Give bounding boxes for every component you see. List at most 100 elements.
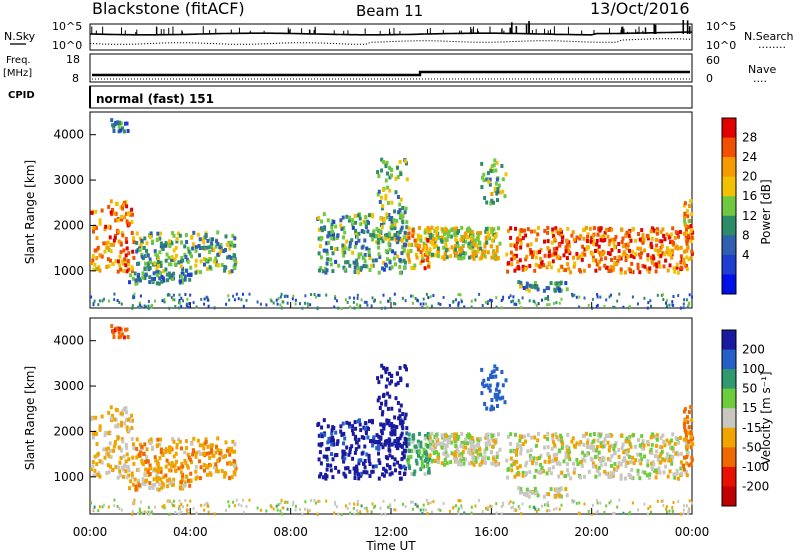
power-cell — [419, 238, 423, 243]
velocity-cell — [504, 378, 508, 383]
power-cell — [462, 251, 465, 256]
velocity-cell — [510, 506, 513, 510]
power-cell — [526, 227, 530, 232]
power-cell — [377, 228, 381, 233]
power-cell — [330, 236, 334, 241]
velocity-cell — [578, 501, 581, 505]
power-cell — [329, 233, 333, 238]
velocity-cell — [586, 440, 590, 445]
power-cell — [394, 237, 398, 242]
velocity-cell — [145, 511, 148, 515]
velocity-cell — [375, 446, 379, 451]
velocity-cell — [539, 462, 543, 467]
power-cell — [555, 301, 558, 305]
power-cell — [671, 248, 675, 253]
power-cell — [564, 249, 568, 254]
velocity-cell — [363, 459, 367, 463]
velocity-cell — [647, 475, 651, 480]
velocity-cell — [429, 501, 432, 505]
velocity-cell — [182, 505, 184, 509]
velocity-cell — [648, 472, 652, 477]
power-cell — [464, 239, 468, 244]
velocity-cell — [477, 439, 481, 444]
power-cell — [168, 244, 172, 249]
velocity-cell — [561, 441, 564, 446]
power-cell — [599, 253, 603, 257]
colorbar-tick-label: -50 — [742, 440, 762, 454]
power-cell — [371, 258, 375, 263]
power-cell — [533, 299, 536, 303]
velocity-cell — [450, 434, 454, 438]
power-cell — [474, 243, 478, 248]
power-cell — [125, 204, 129, 209]
power-cell — [96, 245, 100, 250]
velocity-cell — [186, 452, 190, 457]
power-cell — [414, 252, 418, 257]
power-cell — [319, 255, 323, 260]
power-cell — [684, 231, 688, 236]
velocity-cell — [119, 327, 123, 332]
velocity-cell — [625, 436, 629, 441]
velocity-cell — [362, 436, 366, 440]
power-cell — [93, 248, 97, 253]
velocity-cell — [483, 455, 487, 460]
power-cell — [199, 259, 203, 264]
power-cell — [640, 236, 644, 241]
power-cell — [137, 277, 141, 282]
velocity-cell — [508, 502, 510, 506]
power-cell — [188, 277, 192, 282]
power-cell — [596, 293, 599, 296]
power-cell — [411, 233, 415, 238]
power-cell — [679, 306, 682, 310]
power-cell — [388, 188, 392, 193]
velocity-cell — [134, 484, 138, 489]
velocity-cell — [382, 473, 386, 478]
velocity-cell — [322, 454, 326, 459]
power-cell — [654, 269, 658, 274]
velocity-cell — [467, 461, 471, 466]
power-cell — [623, 270, 627, 275]
power-cell — [122, 248, 126, 253]
power-cell — [521, 296, 524, 300]
power-cell — [187, 249, 191, 254]
velocity-cell — [515, 452, 518, 457]
velocity-cell — [228, 476, 232, 480]
power-cell — [344, 260, 348, 265]
power-cell — [123, 215, 127, 220]
velocity-cell — [112, 335, 116, 339]
power-cell — [113, 211, 117, 216]
power-cell — [395, 219, 399, 223]
power-cell — [124, 236, 128, 241]
velocity-cell — [455, 504, 457, 508]
velocity-cell — [604, 471, 608, 476]
power-cell — [389, 298, 392, 302]
power-cell — [548, 261, 551, 266]
power-cell — [488, 182, 492, 187]
power-cell — [382, 293, 385, 297]
power-cell — [454, 247, 458, 252]
power-cell — [326, 257, 330, 262]
velocity-cell — [519, 447, 523, 452]
velocity-cell — [219, 454, 223, 459]
power-cell — [147, 304, 150, 308]
velocity-cell — [325, 447, 329, 452]
power-cell — [517, 299, 520, 303]
power-cell — [132, 294, 135, 298]
power-cell — [425, 258, 429, 262]
power-cell — [578, 295, 581, 299]
power-cell — [394, 302, 397, 306]
power-cell — [598, 266, 602, 271]
power-cell — [636, 262, 640, 267]
velocity-cell — [509, 500, 512, 504]
velocity-cell — [401, 412, 405, 416]
power-cell — [409, 294, 412, 298]
velocity-cell — [537, 431, 540, 436]
velocity-cell — [286, 500, 289, 504]
velocity-cell — [192, 436, 196, 441]
velocity-cell — [233, 442, 237, 447]
power-cell — [181, 266, 185, 271]
power-cell — [576, 256, 580, 261]
velocity-cell — [657, 466, 661, 471]
power-cell — [566, 226, 570, 231]
power-cell — [537, 302, 540, 306]
